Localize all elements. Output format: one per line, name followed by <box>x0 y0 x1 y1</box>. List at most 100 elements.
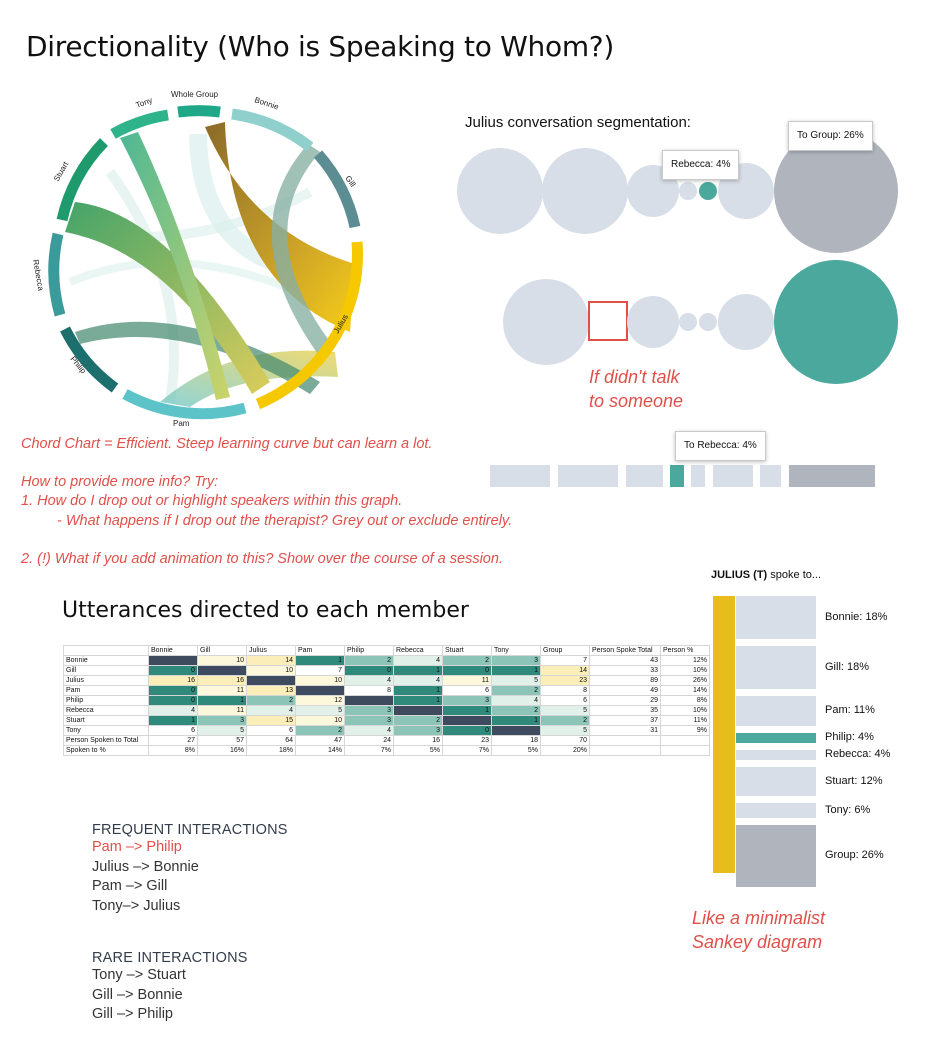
bubble <box>699 182 717 200</box>
ribbon-tony-julius <box>120 132 230 400</box>
table-cell: 11 <box>442 675 492 686</box>
table-cell: Gill <box>63 665 149 676</box>
table-cell: 16 <box>197 675 247 686</box>
if-note: If didn't talk to someone <box>589 365 683 413</box>
table-cell: Philip <box>63 695 149 706</box>
bubble <box>679 182 697 200</box>
chord-label: Rebecca <box>31 259 45 292</box>
table-cell: 5 <box>491 675 541 686</box>
table-cell <box>589 735 661 746</box>
tooltip-group: To Group: 26% <box>788 121 873 151</box>
ribbon-faint <box>105 169 179 403</box>
frequent-interactions: FREQUENT INTERACTIONS Pam –> Philip Juli… <box>92 822 288 916</box>
table-cell: 5 <box>540 725 590 736</box>
arc-gill <box>313 150 361 229</box>
table-cell: 11 <box>197 705 247 716</box>
table-footer-row: Person Spoken to Total 27 57 64 47 24 16 23 18 70 <box>63 735 710 746</box>
table-row: Bonnie 10 14 1 2 4 2 3 7 43 12% <box>63 655 710 666</box>
table-cell: 3 <box>491 655 541 666</box>
table-cell: 10% <box>660 665 710 676</box>
table-cell: 1 <box>491 665 541 676</box>
table-cell: 13 <box>246 685 296 696</box>
arc-bonnie <box>231 108 314 152</box>
table-cell: Stuart <box>442 645 492 656</box>
table-cell: 0 <box>148 665 198 676</box>
sankey-note-line: Sankey diagram <box>692 932 823 952</box>
table-cell: 5 <box>295 705 345 716</box>
table-cell: 6 <box>540 695 590 706</box>
bubble <box>699 313 717 331</box>
table-cell: 18 <box>491 735 541 746</box>
bubble <box>457 148 543 234</box>
table-cell: 5 <box>197 725 247 736</box>
chord-ribbons <box>65 122 355 407</box>
bubble-row-1 <box>457 129 898 253</box>
table-cell: 4 <box>393 675 443 686</box>
table-cell: 0 <box>148 695 198 706</box>
table-cell: 1 <box>197 695 247 706</box>
sankey-target-bar <box>736 803 816 818</box>
table-cell: 5 <box>540 705 590 716</box>
table-cell: 6 <box>442 685 492 696</box>
table-cell: 2 <box>491 705 541 716</box>
interaction-item: Gill –> Bonnie <box>92 986 183 1003</box>
table-cell: 8% <box>148 745 198 756</box>
table-cell: 33 <box>589 665 661 676</box>
bubble <box>679 313 697 331</box>
bubble <box>542 148 628 234</box>
table-cell: 18% <box>246 745 296 756</box>
table-cell: 3 <box>197 715 247 726</box>
table-cell: Julius <box>63 675 149 686</box>
bubble <box>774 129 898 253</box>
table-cell: Bonnie <box>148 645 198 656</box>
table-cell: 37 <box>589 715 661 726</box>
table-cell: 8 <box>344 685 394 696</box>
sankey-target-bar <box>736 646 816 689</box>
interaction-item: Tony–> Julius <box>92 897 181 914</box>
bar-segment <box>789 465 875 487</box>
table-cell: 43 <box>589 655 661 666</box>
chord-arcs <box>48 105 363 420</box>
sankey-label: Stuart: 12% <box>825 774 883 787</box>
bubble <box>503 279 589 365</box>
table-cell: 9% <box>660 725 710 736</box>
note-line: - What happens if I drop out the therapi… <box>57 513 513 529</box>
table-cell: 10% <box>660 705 710 716</box>
table-cell: 10 <box>246 665 296 676</box>
table-cell: Person % <box>660 645 710 656</box>
bar-segment <box>691 465 705 487</box>
bar-segment <box>490 465 550 487</box>
table-cell: 8 <box>540 685 590 696</box>
table-cell: Bonnie <box>63 655 149 666</box>
table-cell: 2 <box>442 655 492 666</box>
table-cell: 15 <box>246 715 296 726</box>
tooltip-bar: To Rebecca: 4% <box>675 431 766 461</box>
table-cell: Rebecca <box>63 705 149 716</box>
table-cell: Pam <box>295 645 345 656</box>
empty-slot <box>588 301 628 341</box>
table-cell: 4 <box>491 695 541 706</box>
table-cell: 89 <box>589 675 661 686</box>
table-cell: Stuart <box>63 715 149 726</box>
table-cell: Spoken to % <box>63 745 149 756</box>
table-cell: 6 <box>246 725 296 736</box>
segmentation-bubbles <box>457 129 898 487</box>
interaction-item: Pam –> Philip <box>92 839 182 855</box>
table-cell: 70 <box>540 735 590 746</box>
table-cell: 11% <box>660 715 710 726</box>
sankey-target-bar <box>736 825 816 887</box>
table-cell: 2 <box>491 685 541 696</box>
table-cell: 4 <box>246 705 296 716</box>
bar-segment <box>760 465 781 487</box>
table-cell: 3 <box>344 715 394 726</box>
table-cell <box>295 685 345 696</box>
table-row: Tony 6 5 6 2 4 3 0 5 31 9% <box>63 725 710 736</box>
sankey-target-bar <box>736 767 816 796</box>
table-cell: 7 <box>540 655 590 666</box>
table-cell: 12 <box>295 695 345 706</box>
table-row: Julius 16 16 10 4 4 11 5 23 89 26% <box>63 675 710 686</box>
sankey-title-bold: JULIUS (T) <box>711 569 768 581</box>
table-cell: 27 <box>148 735 198 746</box>
table-cell: Tony <box>491 645 541 656</box>
table-cell: 16% <box>197 745 247 756</box>
